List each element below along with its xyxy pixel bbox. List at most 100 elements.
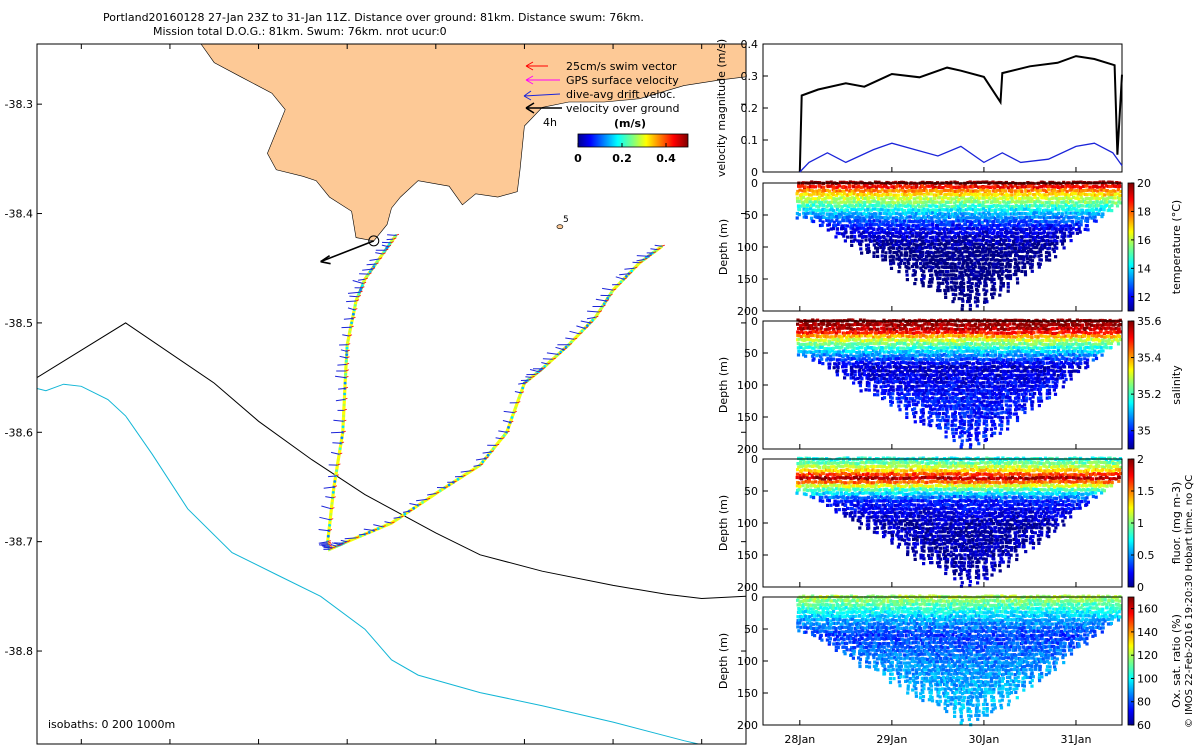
track-point: [486, 453, 490, 457]
section-point: [951, 269, 955, 273]
section-point: [878, 220, 882, 224]
section-point: [961, 299, 965, 303]
section-point: [819, 209, 823, 213]
section-point: [872, 219, 876, 223]
drift-vector: [632, 261, 640, 264]
section-point: [999, 288, 1003, 292]
section-point: [947, 415, 951, 419]
section-point: [811, 211, 815, 215]
section-point: [919, 262, 923, 266]
section-point: [821, 362, 825, 366]
section-point: [892, 201, 897, 205]
section-point: [852, 185, 856, 189]
section-point: [1070, 191, 1074, 196]
section-point: [930, 277, 934, 281]
section-point: [1007, 216, 1011, 220]
section-point: [996, 230, 1000, 235]
section-point: [858, 222, 862, 226]
section-point: [894, 230, 898, 234]
section-point: [1061, 184, 1065, 188]
section-point: [1065, 190, 1069, 194]
section-point: [1009, 219, 1013, 224]
section-point: [827, 196, 831, 200]
section-point: [923, 370, 928, 374]
section-point: [935, 373, 939, 377]
swim-vector: [336, 544, 340, 547]
legend-ogv: velocity over ground: [525, 102, 679, 115]
section-point: [1099, 204, 1103, 208]
section-point: [1030, 197, 1034, 201]
section-point: [976, 289, 980, 293]
section-point: [872, 251, 876, 255]
section-point: [987, 212, 992, 216]
section-point: [947, 368, 951, 372]
section-point: [835, 189, 839, 193]
swim-vector: [395, 233, 400, 236]
swim-vector: [347, 540, 351, 543]
map-ytick-label: -38.3: [5, 98, 33, 111]
section-point: [868, 216, 872, 220]
section-point: [897, 270, 901, 274]
section-point: [833, 186, 837, 190]
section-point: [832, 366, 836, 370]
section-point: [1040, 201, 1045, 205]
section-point: [979, 276, 984, 280]
section-point: [843, 203, 847, 208]
section-point: [1016, 235, 1020, 239]
section-point: [897, 243, 901, 247]
section-point: [1051, 207, 1055, 211]
section-point: [904, 407, 909, 411]
section-point: [897, 197, 901, 201]
section-point: [957, 235, 961, 239]
track-point: [357, 293, 361, 296]
section-point: [806, 211, 810, 215]
section-point: [1014, 243, 1018, 247]
drift-vector: [369, 258, 380, 261]
section-point: [874, 215, 878, 219]
section-point: [1038, 262, 1042, 266]
track-point: [385, 523, 389, 527]
section-point: [1102, 208, 1106, 212]
section-point: [907, 262, 911, 266]
section-point: [867, 384, 871, 388]
section-point: [870, 215, 875, 219]
section-point: [998, 269, 1002, 273]
drift-vector: [352, 280, 364, 284]
section-point: [988, 265, 992, 269]
section-point: [892, 227, 896, 231]
drift-vector: [475, 458, 486, 461]
section-point: [813, 215, 817, 219]
section-point: [850, 215, 854, 219]
section-point: [840, 205, 844, 209]
section-point: [929, 192, 933, 196]
section-point: [898, 265, 902, 269]
section-point: [879, 369, 883, 373]
legend-swim-vector: 25cm/s swim vector: [525, 60, 677, 73]
section-point: [850, 196, 854, 200]
section-point: [917, 384, 921, 388]
section-colorbar: [1127, 182, 1135, 312]
section-point: [923, 366, 927, 370]
section-point: [937, 285, 941, 289]
track-point: [342, 403, 346, 407]
section-point: [851, 220, 855, 224]
section-point: [907, 400, 911, 404]
swim-vector: [331, 507, 335, 510]
swim-vector: [538, 370, 542, 373]
drift-vector: [473, 464, 481, 467]
drift-vector: [366, 263, 376, 266]
track-point: [548, 360, 552, 363]
section-point: [852, 381, 856, 385]
section-point: [921, 250, 925, 254]
section-point: [969, 196, 974, 200]
section-point: [882, 236, 886, 240]
velocity-ytick-label: 0: [751, 166, 758, 179]
swim-vector: [339, 543, 344, 546]
section-point: [918, 205, 922, 209]
track-point: [619, 280, 623, 284]
section-point: [848, 220, 852, 224]
section-point: [813, 185, 817, 189]
section-point: [945, 396, 949, 400]
section-point: [868, 200, 872, 204]
section-point: [1000, 272, 1004, 276]
